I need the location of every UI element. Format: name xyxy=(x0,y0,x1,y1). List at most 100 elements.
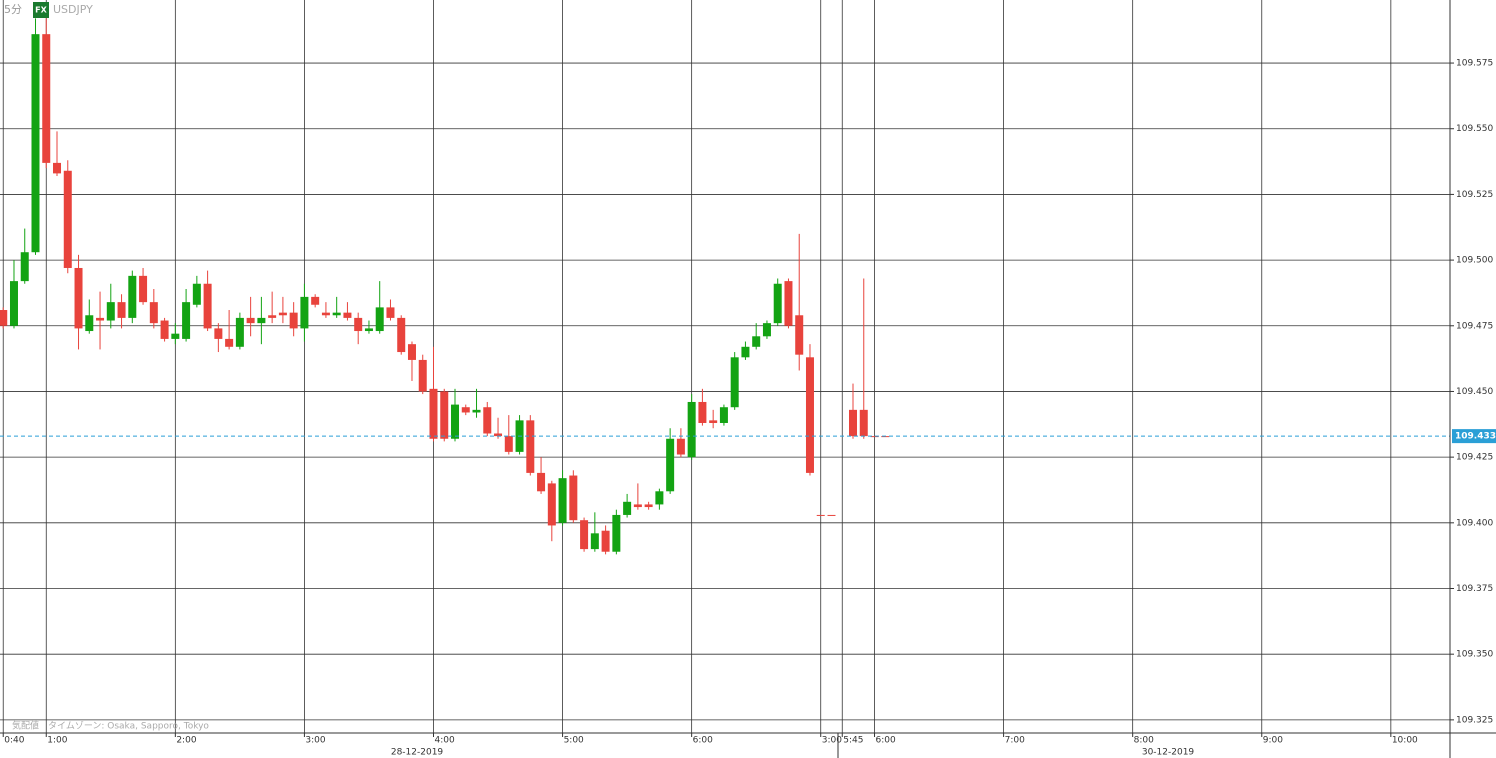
candle-body xyxy=(85,315,94,332)
candle-body xyxy=(655,491,664,505)
candle-body xyxy=(418,359,427,392)
x-tick-label: 10:00 xyxy=(1392,736,1418,746)
x-tick-label: 3:00 xyxy=(822,736,842,746)
candle-body xyxy=(128,275,137,318)
x-tick-label: 9:00 xyxy=(1263,736,1283,746)
x-tick-label: 4:00 xyxy=(434,736,454,746)
x-tick-label: 2:00 xyxy=(176,736,196,746)
candle-body xyxy=(719,407,728,423)
candle-body xyxy=(870,436,879,438)
y-tick-label: 109.525 xyxy=(1456,190,1493,200)
candle-body xyxy=(859,409,868,437)
candle-body xyxy=(192,283,201,305)
candle-body xyxy=(386,307,395,318)
last-price-box xyxy=(1452,429,1496,444)
candle-body xyxy=(9,281,18,326)
x-tick-label: 3:00 xyxy=(305,736,325,746)
candle-body xyxy=(483,407,492,434)
candle-body xyxy=(42,34,51,163)
x-tick-label: 8:00 xyxy=(1134,736,1154,746)
candle-body xyxy=(74,267,83,329)
badge-box xyxy=(33,2,49,18)
candle-body xyxy=(225,338,234,347)
candle-body xyxy=(289,312,298,329)
y-tick-label: 109.350 xyxy=(1456,650,1493,660)
candle-body xyxy=(580,520,589,550)
candle-body xyxy=(106,302,115,321)
candle-body xyxy=(364,328,373,332)
timezone-note: 気配値 タイムゾーン: Osaka, Sapporo, Tokyo xyxy=(12,720,209,732)
candle-body xyxy=(805,357,814,473)
candle-body xyxy=(752,336,761,347)
candle-body xyxy=(494,433,503,437)
candle-body xyxy=(816,514,825,516)
candle-body xyxy=(300,296,309,329)
candle-body xyxy=(612,514,621,552)
candle-body xyxy=(558,478,567,523)
candle-body xyxy=(472,409,481,413)
badge: FX xyxy=(35,6,47,15)
candle-body xyxy=(343,312,352,318)
y-tick-label: 109.400 xyxy=(1456,518,1493,528)
x-tick-label: 6:00 xyxy=(693,736,713,746)
last-price-label: 109.433 xyxy=(1455,432,1496,442)
x-tick-label: 6:00 xyxy=(876,736,896,746)
candle-body xyxy=(268,315,277,318)
candle-body xyxy=(257,317,266,324)
candle-body xyxy=(741,346,750,358)
x-tick-label: 1:00 xyxy=(47,736,67,746)
candle-body xyxy=(547,483,556,526)
x-tick-label: 5:00 xyxy=(564,736,584,746)
candle-body xyxy=(407,344,416,360)
y-tick-label: 109.325 xyxy=(1456,715,1493,725)
candle-body xyxy=(504,436,513,452)
y-tick-label: 109.475 xyxy=(1456,321,1493,331)
candle-body xyxy=(214,328,223,339)
candle-body xyxy=(623,501,632,515)
candle-body xyxy=(311,296,320,305)
candle-body xyxy=(31,34,40,253)
candle-body xyxy=(53,162,62,174)
candle-body xyxy=(139,275,148,303)
candle-body xyxy=(827,514,836,516)
symbol: USDJPY xyxy=(53,3,93,16)
candle-body xyxy=(784,281,793,326)
candle-body xyxy=(730,357,739,408)
y-tick-label: 109.575 xyxy=(1456,59,1493,69)
candle-body xyxy=(20,252,29,282)
candle-body xyxy=(687,401,696,458)
candle-body xyxy=(676,438,685,455)
y-tick-label: 109.550 xyxy=(1456,124,1493,134)
candle-body xyxy=(762,323,771,337)
candle-body xyxy=(698,401,707,423)
candle-body xyxy=(235,317,244,347)
candle-body xyxy=(526,420,535,473)
candle-body xyxy=(63,170,72,268)
candle-body xyxy=(451,404,460,439)
candle-body xyxy=(849,409,858,437)
candle-body xyxy=(278,312,287,316)
candle-body xyxy=(160,320,169,339)
candle-body xyxy=(354,317,363,332)
candle-body xyxy=(773,283,782,324)
candle-body xyxy=(332,312,341,316)
candle-body xyxy=(666,438,675,492)
candle-body xyxy=(537,472,546,492)
candle-body xyxy=(149,302,158,324)
candle-body xyxy=(429,388,438,439)
interval: 5分 xyxy=(4,3,22,16)
candle-body xyxy=(203,283,212,329)
candle-body xyxy=(644,504,653,508)
candle-body xyxy=(246,317,255,324)
candle-body xyxy=(182,302,191,339)
candle-body xyxy=(461,407,470,413)
x-tick-label: 5:45 xyxy=(843,736,863,746)
candle-body xyxy=(440,391,449,439)
candle-body xyxy=(795,315,804,355)
candle-body xyxy=(601,530,610,552)
candle-body xyxy=(569,475,578,521)
x-tick-label: 7:00 xyxy=(1005,736,1025,746)
candle-body xyxy=(590,533,599,550)
y-tick-label: 109.450 xyxy=(1456,387,1493,397)
